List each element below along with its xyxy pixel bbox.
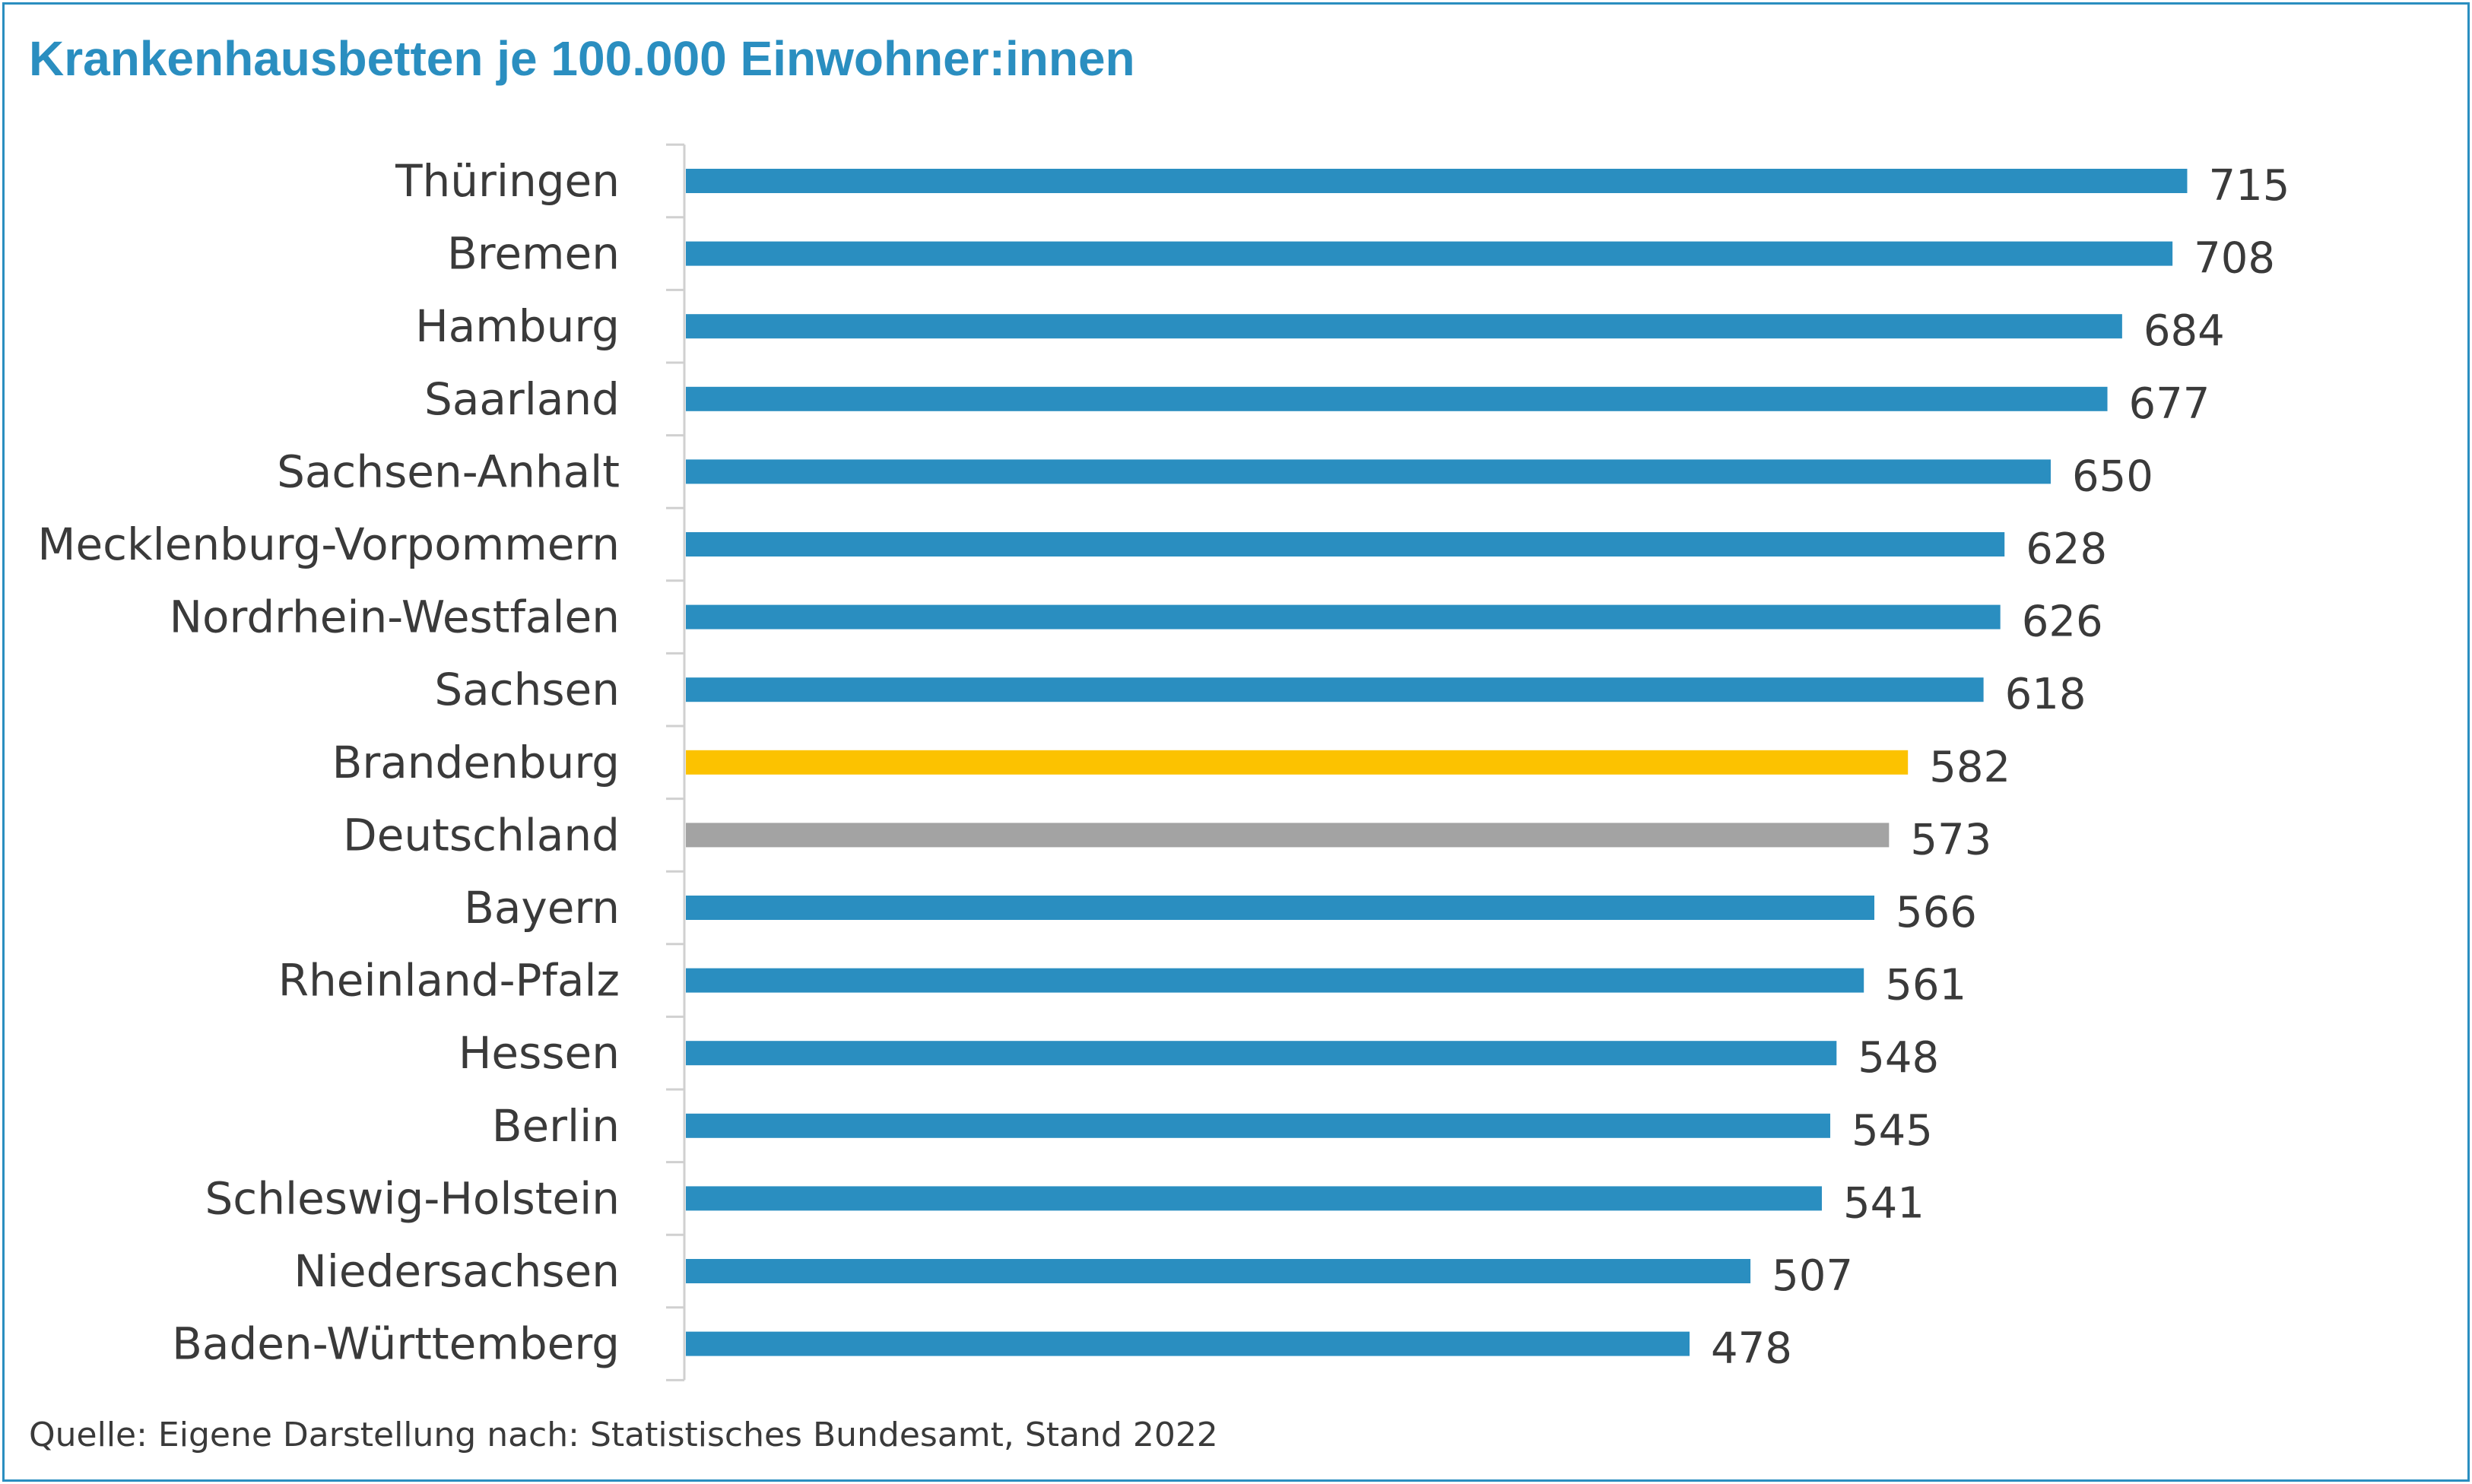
- bar: [686, 1331, 1690, 1356]
- bar: [686, 314, 2122, 339]
- category-label: Nordrhein-Westfalen: [170, 591, 620, 643]
- chart-title: Krankenhausbetten je 100.000 Einwohner:i…: [29, 31, 1135, 86]
- category-label: Hamburg: [415, 300, 620, 352]
- category-label: Sachsen-Anhalt: [277, 446, 620, 497]
- value-label: 566: [1896, 888, 1977, 937]
- bar: [686, 1113, 1831, 1138]
- value-label: 684: [2144, 306, 2225, 356]
- value-label: 478: [1711, 1324, 1792, 1374]
- bar: [686, 169, 2188, 193]
- bar: [686, 968, 1864, 993]
- category-label: Thüringen: [395, 155, 620, 207]
- category-label: Sachsen: [434, 664, 620, 715]
- value-label: 573: [1910, 815, 1991, 864]
- value-label: 545: [1852, 1106, 1933, 1156]
- bar: [686, 1186, 1822, 1211]
- y-axis: [666, 143, 686, 1381]
- category-label: Brandenburg: [332, 737, 620, 788]
- category-label: Bayern: [464, 882, 620, 934]
- bar: [686, 459, 2051, 484]
- category-label: Rheinland-Pfalz: [278, 955, 620, 1007]
- category-label: Bremen: [447, 228, 620, 280]
- value-label: 548: [1858, 1033, 1939, 1083]
- bars: [686, 169, 2188, 1356]
- category-label: Schleswig-Holstein: [205, 1172, 620, 1224]
- value-label: 582: [1929, 743, 2010, 792]
- bar: [686, 532, 2005, 556]
- value-label: 677: [2129, 379, 2210, 429]
- category-labels: Thüringen Bremen Hamburg Saarland Sachsen-An…: [37, 155, 620, 1370]
- source-note: Quelle: Eigene Darstellung nach: Statist…: [29, 1416, 1218, 1454]
- value-label: 561: [1885, 961, 1966, 1010]
- value-label: 715: [2208, 161, 2290, 211]
- category-label: Deutschland: [343, 809, 620, 861]
- bar: [686, 386, 2108, 411]
- bar: [686, 823, 1890, 848]
- value-label: 650: [2072, 452, 2153, 501]
- bar: [686, 677, 1984, 702]
- value-label: 507: [1772, 1251, 1853, 1301]
- value-label: 628: [2026, 525, 2107, 574]
- value-label: 618: [2005, 670, 2086, 719]
- bar: [686, 1041, 1837, 1066]
- bar: [686, 1259, 1751, 1283]
- category-label: Niedersachsen: [294, 1245, 620, 1297]
- category-label: Baden-Württemberg: [172, 1318, 620, 1370]
- value-label: 626: [2022, 598, 2103, 647]
- bar: [686, 750, 1909, 775]
- value-label: 541: [1843, 1178, 1925, 1228]
- category-label: Mecklenburg-Vorpommern: [37, 518, 620, 570]
- category-label: Hessen: [459, 1027, 620, 1079]
- category-label: Saarland: [424, 373, 620, 425]
- value-labels: 715 708 684 677 650 628 626 618 582 573 566 561 548 5…: [1711, 161, 2290, 1374]
- bar: [686, 896, 1875, 920]
- value-label: 708: [2194, 234, 2275, 284]
- bar: [686, 241, 2173, 266]
- category-label: Berlin: [492, 1100, 620, 1152]
- bar: [686, 604, 2001, 629]
